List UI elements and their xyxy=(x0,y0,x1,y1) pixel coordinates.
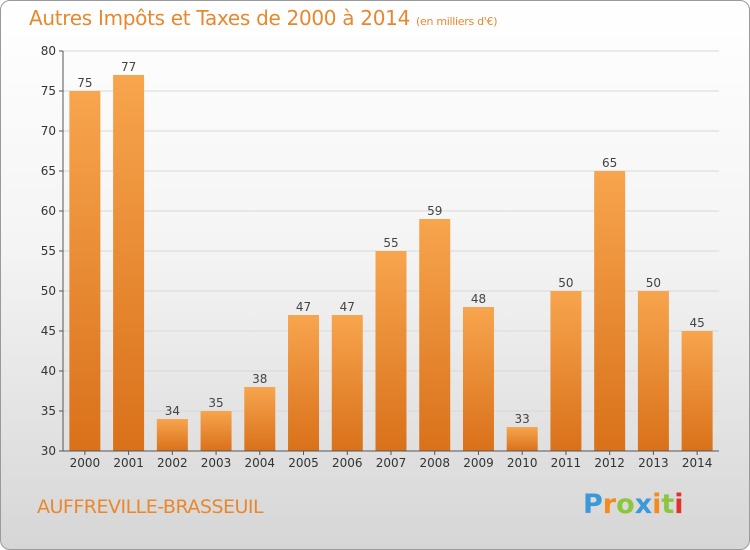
y-tick-label: 30 xyxy=(41,444,56,458)
bar xyxy=(419,219,451,451)
bar xyxy=(288,315,320,451)
bar xyxy=(244,387,276,451)
bar xyxy=(331,315,363,451)
chart-unit: (en milliers d'€) xyxy=(416,15,498,28)
bar xyxy=(637,291,669,451)
commune-name: AUFFREVILLE-BRASSEUIL xyxy=(37,496,264,518)
y-tick-label: 80 xyxy=(41,44,56,58)
y-tick-label: 65 xyxy=(41,164,56,178)
logo-letter: x xyxy=(634,489,653,520)
x-tick-label: 2011 xyxy=(551,456,582,470)
x-tick-label: 2004 xyxy=(245,456,276,470)
x-tick-label: 2002 xyxy=(157,456,188,470)
logo-letter: r xyxy=(602,489,617,520)
logo-letter: o xyxy=(616,489,635,520)
chart-title: Autres Impôts et Taxes de 2000 à 2014 (en… xyxy=(29,6,497,30)
data-label: 65 xyxy=(602,156,617,170)
proxiti-logo: Proxiti xyxy=(583,489,684,520)
data-label: 47 xyxy=(340,300,355,314)
y-tick-label: 45 xyxy=(41,324,56,338)
x-tick-label: 2009 xyxy=(463,456,494,470)
bar xyxy=(69,91,101,451)
y-tick-label: 35 xyxy=(41,404,56,418)
y-tick-label: 70 xyxy=(41,124,56,138)
bar xyxy=(113,75,145,451)
x-tick-label: 2013 xyxy=(638,456,669,470)
data-label: 55 xyxy=(383,236,398,250)
logo-letter: i xyxy=(674,489,684,520)
bar xyxy=(506,427,538,451)
data-label: 47 xyxy=(296,300,311,314)
x-tick-label: 2008 xyxy=(419,456,450,470)
data-label: 50 xyxy=(646,276,661,290)
data-label: 77 xyxy=(121,60,136,74)
axes: 30 35 40 45 50 55 60 65 70 75 80 2000 2001 2002 2003 20… xyxy=(41,44,719,470)
x-tick-label: 2000 xyxy=(70,456,101,470)
bar xyxy=(200,411,232,451)
y-tick-label: 60 xyxy=(41,204,56,218)
logo-letter: t xyxy=(661,489,675,520)
data-label: 45 xyxy=(689,316,704,330)
x-tick-label: 2005 xyxy=(288,456,319,470)
data-label: 38 xyxy=(252,372,267,386)
y-tick-label: 55 xyxy=(41,244,56,258)
bar xyxy=(594,171,626,451)
data-label: 48 xyxy=(471,292,486,306)
x-tick-label: 2006 xyxy=(332,456,363,470)
data-label: 34 xyxy=(165,404,180,418)
bars: 75 77 34 35 38 47 47 55 59 48 33 50 65 50 45 xyxy=(69,60,713,451)
bar xyxy=(375,251,407,451)
logo-letter: P xyxy=(583,489,603,520)
bar xyxy=(550,291,582,451)
x-tick-label: 2007 xyxy=(376,456,407,470)
bar xyxy=(156,419,188,451)
data-label: 59 xyxy=(427,204,442,218)
logo-letter: i xyxy=(652,489,662,520)
x-tick-label: 2001 xyxy=(113,456,144,470)
x-tick-label: 2012 xyxy=(594,456,625,470)
bar xyxy=(462,307,494,451)
data-label: 75 xyxy=(77,76,92,90)
bar xyxy=(681,331,713,451)
data-label: 35 xyxy=(208,396,223,410)
data-label: 33 xyxy=(515,412,530,426)
x-tick-label: 2003 xyxy=(201,456,232,470)
y-tick-label: 50 xyxy=(41,284,56,298)
y-tick-label: 40 xyxy=(41,364,56,378)
y-tick-label: 75 xyxy=(41,84,56,98)
x-tick-label: 2010 xyxy=(507,456,538,470)
x-tick-label: 2014 xyxy=(682,456,713,470)
data-label: 50 xyxy=(558,276,573,290)
chart-title-text: Autres Impôts et Taxes de 2000 à 2014 xyxy=(29,6,410,30)
